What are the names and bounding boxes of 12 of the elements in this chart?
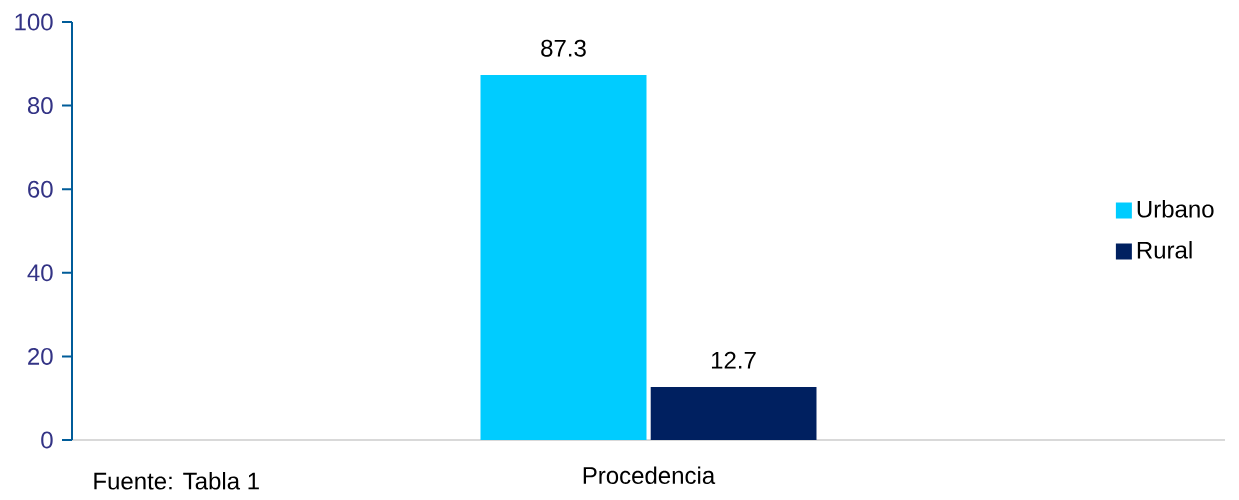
y-tick-label: 40 xyxy=(27,264,53,282)
y-tick-label: 100 xyxy=(15,13,53,31)
y-tick-label: 20 xyxy=(28,347,53,365)
y-tick-label: 60 xyxy=(28,180,53,198)
data-label: 12.7 xyxy=(711,351,756,369)
y-tick-label: 80 xyxy=(27,97,53,115)
source-note: Fuente: Tabla 1 xyxy=(94,471,259,490)
legend-label: Urbano xyxy=(1137,200,1214,218)
y-tick-label: 0 xyxy=(41,431,53,449)
legend-label: Rural xyxy=(1137,241,1192,259)
data-label: 87.3 xyxy=(541,39,586,57)
x-tick-label: Procedencia xyxy=(583,466,716,485)
